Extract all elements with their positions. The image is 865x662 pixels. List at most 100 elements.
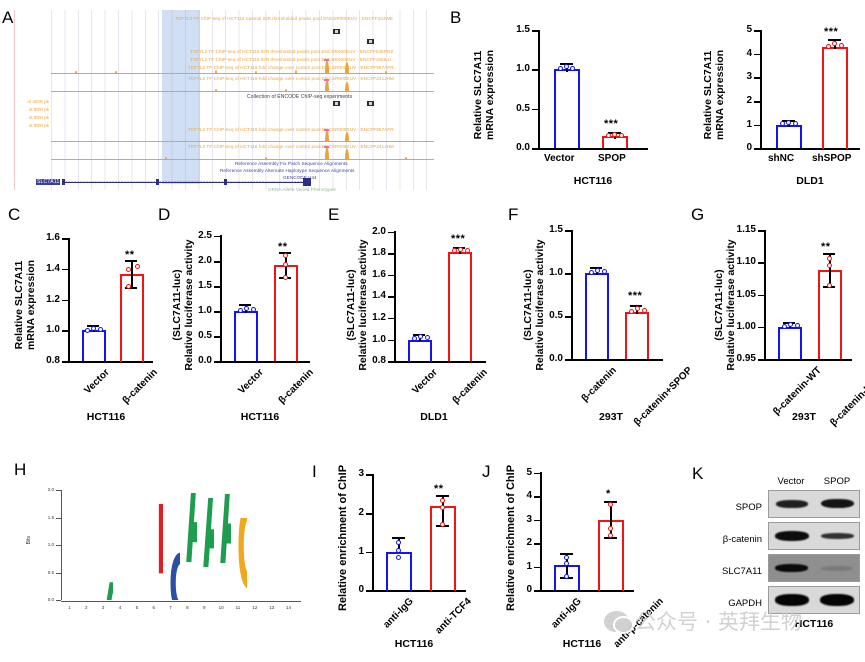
y-axis-title: (SLC7A11-luc) Relative luciferase activi… — [345, 230, 369, 380]
bar-beta-catenin[interactable] — [585, 273, 609, 360]
y-tick-label: 2.0 — [198, 255, 212, 266]
data-point — [458, 247, 463, 252]
bar-shspop[interactable] — [822, 46, 848, 149]
x-axis — [760, 148, 860, 151]
band-vector — [775, 531, 809, 541]
logo-y-tick — [56, 572, 61, 574]
y-axis-title-line2: Relative luciferase activity — [725, 239, 737, 371]
signal-baseline-2 — [51, 91, 434, 92]
y-tick-label: 0 — [358, 584, 364, 596]
logo-y-label: 0.0 — [47, 597, 54, 602]
bar-beta-catenin-wt[interactable] — [778, 327, 802, 359]
panel-b-chart-dld1: 5 4 3 2 1 0 Relative SLC7A11 mRNA expres… — [672, 8, 865, 193]
error-bar — [610, 501, 612, 538]
track-label-4: TCF7L2 TF ChIP-seq of HCT116 fold change… — [188, 76, 394, 81]
logo-x-label-8: 8 — [186, 605, 189, 610]
data-point — [827, 263, 832, 268]
data-point — [558, 66, 563, 71]
x-label-spop: SPOP — [598, 153, 626, 164]
error-cap — [604, 501, 617, 503]
exon-block — [156, 179, 159, 185]
signal-peak — [215, 89, 217, 91]
y-tick-label: 0.5 — [198, 330, 212, 342]
highlight-region — [162, 10, 200, 184]
y-axis-title-line1: (SLC7A11-luc) — [522, 269, 534, 341]
logo-letter-A: A — [62, 598, 79, 600]
significance-marker: ** — [278, 241, 288, 253]
data-point — [642, 308, 647, 313]
data-point — [283, 275, 288, 280]
panel-e-chart: E 2.0 1.8 1.6 1.4 1.2 1.0 0.8 (SLC7A11-l… — [328, 205, 498, 430]
logo-x-label-6: 6 — [152, 605, 155, 610]
bar-vector[interactable] — [82, 330, 106, 362]
bar-vector[interactable] — [408, 339, 432, 362]
y-tick — [214, 311, 220, 313]
y-axis-title: (SLC7A11-luc) Relative luciferase activi… — [713, 230, 737, 380]
data-point — [440, 522, 445, 527]
y-tick-label: 0.0 — [516, 142, 530, 154]
y-tick — [565, 316, 571, 318]
y-tick-label: 3 — [358, 468, 364, 480]
data-point — [425, 335, 430, 340]
x-axis — [394, 361, 486, 363]
signal-peak — [325, 80, 329, 91]
blot-row-slc7a11 — [768, 554, 860, 582]
signal-peak — [285, 89, 287, 91]
panel-i-chart: I 3 2 1 0 Relative enrichment of ChIP **… — [312, 460, 474, 654]
blot-label-spop: SPOP — [735, 502, 762, 513]
assembly-track-1: Reference Assembly Alternate Haplotype S… — [220, 168, 355, 173]
data-point — [564, 555, 569, 560]
bar-vector[interactable] — [554, 69, 580, 149]
logo-y-tick — [56, 517, 61, 519]
bar-beta-catenin[interactable] — [448, 251, 472, 361]
gene-name-label[interactable]: SLC7A11 — [36, 179, 61, 185]
y-tick-label: 1.5 — [198, 280, 212, 292]
logo-x-label-1: 1 — [68, 605, 71, 610]
error-cap — [560, 553, 573, 555]
x-label-anti-igg: anti-IgG — [381, 596, 416, 631]
logo-x-label-5: 5 — [135, 605, 139, 610]
data-point — [440, 498, 445, 503]
genome-browser-viewport[interactable]: TCF7L2 TF ChIP-seq of HCT116 optimal IDR… — [14, 10, 434, 192]
logo-y-label: 0.5 — [47, 569, 54, 575]
cellline-label: HCT116 — [240, 411, 280, 423]
panel-a-label: A — [2, 8, 14, 27]
track-label-6: TCF7L2 TF ChIP-seq of HCT116 fold change… — [188, 144, 394, 149]
peak-marker — [324, 59, 329, 61]
logo-position-1: CTA — [62, 596, 79, 600]
y-tick-label: 0.8 — [46, 355, 60, 367]
cellline-label: 293T — [792, 411, 816, 423]
band-vector — [775, 564, 808, 572]
y-tick — [62, 268, 68, 271]
y-tick-label: 5 — [526, 466, 532, 478]
logo-letter-G: G — [231, 518, 248, 601]
y-tick-label: 1.15 — [736, 224, 756, 236]
peak-marker — [324, 146, 329, 148]
logo-position-11: AG — [231, 514, 248, 601]
logo-letter-A: A — [180, 493, 197, 600]
y-axis-title-line1: Relative SLC7A11 — [472, 50, 484, 140]
logo-position-12: TCG — [247, 586, 264, 600]
bar-shnc[interactable] — [776, 124, 802, 149]
data-point — [238, 308, 243, 313]
error-bar — [829, 253, 831, 287]
signal-peak — [325, 147, 329, 159]
y-tick-label: 1.0 — [46, 324, 60, 336]
y-tick-label: 1.2 — [372, 311, 386, 323]
bar-vector[interactable] — [234, 311, 258, 362]
logo-x-label-9: 9 — [203, 605, 206, 610]
logo-position-10: CA — [214, 492, 231, 600]
left-track-label-2: ol IDRt pk — [28, 115, 49, 120]
panel-g-label: G — [691, 205, 705, 224]
logo-y-axis — [61, 490, 62, 600]
logo-y-tick — [56, 490, 61, 491]
bar-beta-catenin-spop[interactable] — [625, 312, 649, 359]
gene-body-line — [62, 182, 309, 183]
y-tick — [758, 326, 764, 329]
logo-letter-T: T — [129, 548, 146, 567]
y-tick-label: 1.0 — [372, 333, 386, 345]
y-tick-label: 3 — [526, 513, 532, 525]
assembly-track-2: GENCODE V44 — [283, 175, 317, 180]
y-tick — [366, 513, 372, 515]
logo-position-7: AGC — [163, 529, 180, 600]
